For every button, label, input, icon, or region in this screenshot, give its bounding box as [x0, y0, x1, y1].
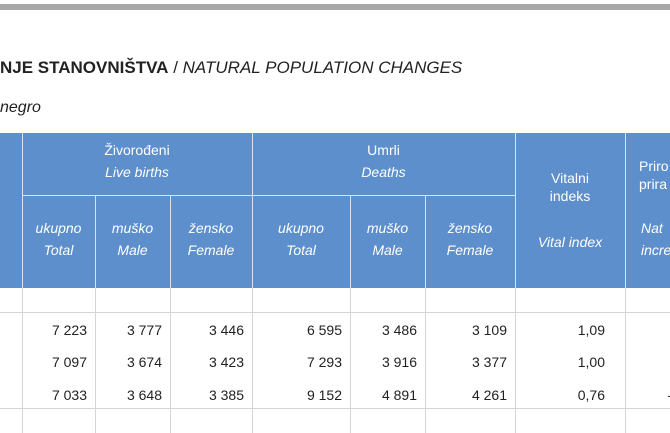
column-local: ukupno	[35, 220, 82, 236]
cell: 3 377	[471, 354, 507, 370]
group-local: Živorođeni	[104, 142, 170, 158]
column-local: muško	[366, 220, 409, 236]
group-header: Živorođeni Live births	[22, 139, 252, 183]
body-divider	[252, 288, 253, 433]
header-divider	[95, 195, 96, 288]
title-local: NJE STANOVNIŠTVA	[0, 58, 169, 77]
column-english: Female	[446, 242, 494, 258]
column-header: muško Male	[95, 217, 170, 261]
cell: 6 595	[306, 322, 342, 338]
header-divider	[22, 195, 515, 196]
cell: 3 423	[208, 354, 244, 370]
cell: 0,76	[577, 387, 605, 403]
cell: 1,09	[577, 322, 605, 338]
group-local: Umrli	[367, 142, 400, 158]
header-divider	[425, 195, 426, 288]
column-header: muško Male	[350, 217, 425, 261]
top-bar	[0, 4, 670, 10]
vital-english: Vital index	[537, 234, 603, 250]
cell: 4 261	[471, 387, 507, 403]
cell: 9 152	[306, 387, 342, 403]
cell: 3 109	[471, 322, 507, 338]
column-header: žensko Female	[425, 217, 515, 261]
title: NJE STANOVNIŠTVA / NATURAL POPULATION CH…	[0, 58, 462, 78]
body-divider	[350, 288, 351, 433]
cell: 7 097	[51, 354, 87, 370]
title-english: NATURAL POPULATION CHANGES	[182, 58, 463, 77]
column-english: Female	[187, 242, 235, 258]
column-english: Total	[43, 242, 74, 258]
cell: 3 648	[126, 387, 162, 403]
column-local: ukupno	[278, 220, 324, 236]
column-english: Male	[117, 242, 148, 258]
body-divider	[515, 288, 516, 433]
column-local: žensko	[188, 220, 234, 236]
cell: 7 223	[51, 322, 87, 338]
title-separator: /	[173, 58, 178, 77]
natural-english: Nat	[641, 220, 663, 236]
body-divider	[170, 288, 171, 433]
cell: -2	[625, 386, 670, 404]
column-header: žensko Female	[170, 217, 252, 261]
cell: 3 486	[381, 322, 417, 338]
natural-local: Priro	[639, 158, 669, 174]
natural-local: prira	[639, 176, 668, 192]
column-local: žensko	[447, 220, 493, 236]
body-divider	[625, 288, 626, 433]
natural-english: incre	[641, 242, 670, 258]
cell: 3 674	[126, 354, 162, 370]
row-divider	[0, 312, 670, 313]
cell: 1,00	[577, 354, 605, 370]
cell: 3 777	[126, 322, 162, 338]
header-divider	[515, 133, 516, 288]
body-divider	[22, 288, 23, 433]
column-header: ukupno Total	[252, 217, 350, 261]
row-divider	[0, 408, 670, 409]
cell: 7 033	[51, 387, 87, 403]
column-english: Male	[372, 242, 403, 258]
header-divider	[252, 133, 253, 288]
header-divider	[625, 133, 626, 288]
cell: 3 446	[208, 322, 244, 338]
cell: 4 891	[381, 387, 417, 403]
group-header: Umrli Deaths	[252, 139, 515, 183]
group-english: Deaths	[361, 164, 406, 180]
vital-local: Vitalni indeks	[549, 170, 591, 204]
header-divider	[170, 195, 171, 288]
body-divider	[425, 288, 426, 433]
column-header: ukupno Total	[22, 217, 95, 261]
header-divider	[350, 195, 351, 288]
cell: 3 385	[208, 387, 244, 403]
group-english: Live births	[105, 164, 169, 180]
header-divider	[22, 133, 23, 288]
cell: 3 916	[381, 354, 417, 370]
column-english: Total	[286, 242, 316, 258]
subtitle: negro	[0, 99, 41, 116]
column-local: muško	[111, 220, 154, 236]
cell: 7 293	[306, 354, 342, 370]
table-header: Živorođeni Live births Umrli Deaths ukupno To…	[0, 133, 670, 288]
body-divider	[95, 288, 96, 433]
